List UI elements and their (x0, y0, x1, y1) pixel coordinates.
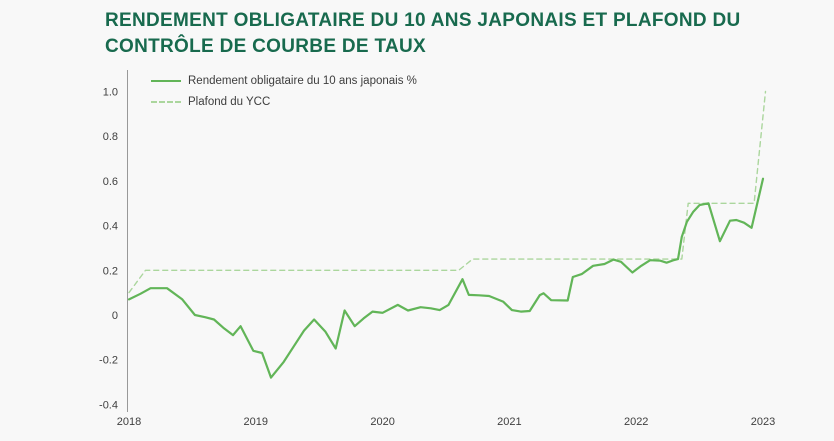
x-tick-label: 2023 (751, 416, 775, 428)
x-tick-label: 2020 (370, 416, 394, 428)
x-tick-label: 2019 (244, 416, 268, 428)
y-tick-label: -0.2 (99, 355, 118, 367)
y-tick-label: 0.4 (103, 221, 118, 233)
ycc-ceiling-line (128, 90, 767, 294)
dashed-line-swatch (151, 100, 181, 103)
chart-title: RENDEMENT OBLIGATAIRE DU 10 ANS JAPONAIS… (105, 8, 741, 60)
y-tick-label: 0.8 (103, 131, 118, 143)
x-tick-label: 2018 (117, 416, 141, 428)
legend: Rendement obligataire du 10 ans japonais… (151, 70, 417, 112)
y-tick-label: 0 (112, 310, 118, 322)
legend-label-yield: Rendement obligataire du 10 ans japonais… (188, 74, 417, 87)
legend-item-ycc: Plafond du YCC (151, 91, 417, 112)
chart-title-line-2: CONTRÔLE DE COURBE DE TAUX (105, 36, 426, 57)
y-tick-label: 0.6 (103, 176, 118, 188)
x-tick-label: 2022 (624, 416, 648, 428)
solid-line-swatch (151, 79, 181, 82)
legend-item-yield: Rendement obligataire du 10 ans japonais… (151, 70, 417, 91)
y-tick-label: 1.0 (103, 87, 118, 99)
chart-title-line-1: RENDEMENT OBLIGATAIRE DU 10 ANS JAPONAIS… (105, 10, 741, 31)
y-tick-label: -0.4 (99, 399, 118, 411)
x-tick-label: 2021 (497, 416, 521, 428)
y-tick-label: 0.2 (103, 265, 118, 277)
yield-line (127, 177, 765, 379)
legend-label-ycc: Plafond du YCC (188, 95, 271, 108)
